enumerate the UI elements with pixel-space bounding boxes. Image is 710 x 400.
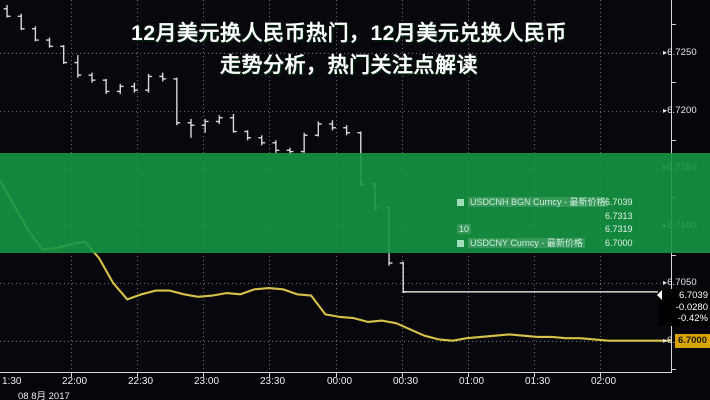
time-tick-8: 01:30 [525,376,551,387]
chart-date-label: 08 8月 2017 [18,391,70,400]
price-minor-tick-0 [672,24,676,25]
tick-arrow-icon: ▸ [663,278,668,287]
time-tick-2: 22:30 [128,376,154,387]
legend-series-value: 6.7000 [605,237,633,248]
time-minor-tick-7 [468,373,469,377]
time-tick-4: 23:30 [260,376,286,387]
usdcny-price-tag: 6.7000 [674,334,710,348]
promo-banner-overlay [0,153,710,253]
legend-row-2: 10 6.7319 [457,223,633,237]
price-tick-4: ▸6.7050 [663,278,697,288]
time-tick-3: 23:00 [194,376,220,387]
time-tick-9: 02:00 [591,376,617,387]
legend-series-name: USDCNY Curncy - 最新价格 [468,237,585,248]
time-minor-tick-8 [534,373,535,377]
time-minor-tick-5 [336,373,337,377]
legend-row-0: USDCNH BGN Curncy - 最新价格 6.7039 [457,196,633,210]
time-minor-tick-3 [203,373,204,377]
time-minor-tick-1 [71,373,72,377]
price-tick-label: 6.7050 [667,277,697,288]
legend-series-name: 10 [457,224,472,234]
time-tick-0: 1:30 [2,376,22,387]
time-minor-tick-9 [600,373,601,377]
time-tick-5: 00:00 [327,376,353,387]
legend-series-value: 6.7039 [605,197,633,207]
time-minor-tick-6 [402,373,403,377]
time-tick-6: 00:30 [393,376,419,387]
time-axis[interactable]: 08 8月 2017 1:30 22:00 22:30 23:00 23:30 00:00… [0,372,672,400]
time-minor-tick-2 [137,373,138,377]
last-price-value: 6.7039 [678,290,708,301]
chart-data-layer [0,5,672,342]
price-tick-label: 6.7200 [667,105,697,116]
time-tick-1: 22:00 [62,376,88,387]
chart-legend: USDCNH BGN Curncy - 最新价格 6.7039 6.7313 10 6.… [457,196,633,251]
legend-swatch-icon [457,239,464,247]
legend-row-3: USDCNY Curncy - 最新价格 6.7000 [457,237,633,251]
legend-swatch-icon [457,199,464,206]
legend-series-value: 6.7313 [605,210,633,221]
time-minor-tick-4 [269,373,270,377]
price-tick-label: 6.7250 [667,47,697,58]
price-minor-tick-4 [672,255,676,256]
price-minor-tick-6 [672,369,676,370]
tick-arrow-icon: ▸ [663,106,668,115]
time-tick-7: 01:00 [459,376,485,387]
last-price-callout: 6.7039 -0.0280 -0.42% [657,289,710,326]
legend-row-1: 6.7313 [457,210,633,224]
tick-arrow-icon: ▸ [663,336,668,345]
price-minor-tick-2 [672,140,676,141]
last-price-pct: -0.42% [677,313,708,324]
legend-series-value: 6.7319 [605,224,633,234]
price-tick-1: ▸6.7200 [663,106,697,116]
tick-arrow-icon: ▸ [663,48,668,57]
price-minor-tick-1 [672,82,676,83]
price-tick-0: ▸6.7250 [663,48,697,58]
last-price-change: -0.0280 [675,301,708,313]
legend-series-name: USDCNH BGN Curncy - 最新价格 [468,197,608,207]
